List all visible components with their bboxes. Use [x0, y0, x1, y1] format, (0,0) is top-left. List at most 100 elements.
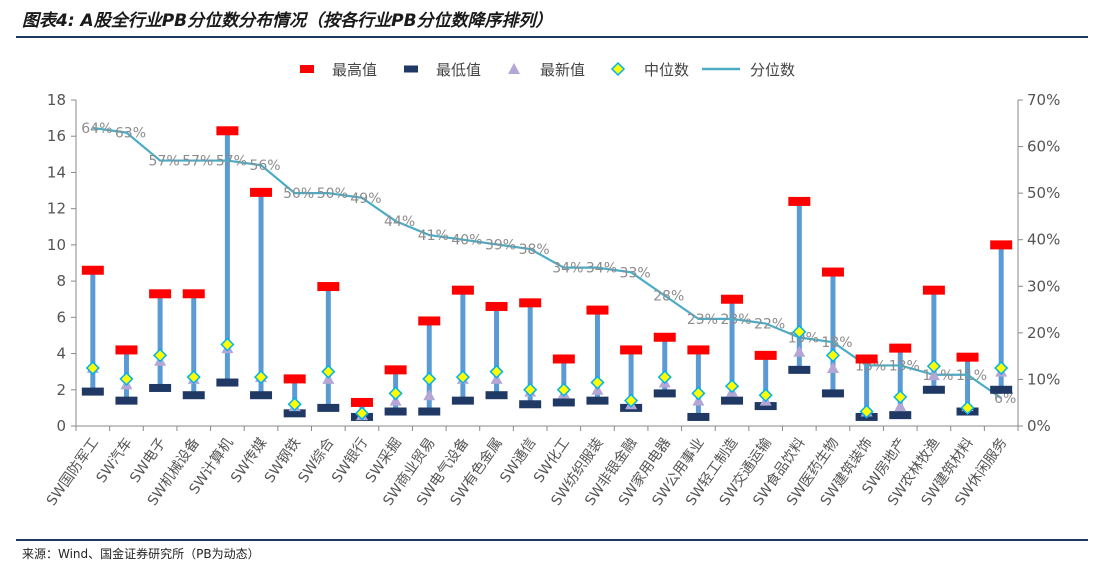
min-marker	[922, 385, 945, 394]
range-bar	[527, 302, 533, 405]
min-marker	[81, 387, 104, 396]
y-left-tick-label: 18	[47, 91, 66, 109]
min-marker	[317, 403, 340, 412]
max-marker	[889, 343, 912, 353]
max-marker	[687, 345, 710, 355]
min-marker	[149, 383, 172, 392]
range-bar	[897, 348, 903, 416]
latest-marker	[826, 362, 839, 374]
legend-min-label: 最低值	[436, 61, 481, 79]
percentile-label: 22%	[754, 317, 785, 333]
median-marker	[556, 382, 571, 397]
min-marker	[754, 402, 777, 411]
y-right-tick-label: 30%	[1027, 277, 1060, 295]
median-marker	[893, 389, 908, 405]
max-marker	[250, 187, 273, 197]
max-marker	[653, 332, 676, 342]
min-marker	[418, 407, 441, 416]
median-marker	[624, 393, 639, 408]
max-marker	[586, 305, 609, 315]
median-marker	[388, 386, 403, 401]
y-right-tick-label: 20%	[1027, 324, 1060, 342]
max-marker	[384, 365, 407, 375]
range-bar	[191, 293, 197, 396]
range-bar	[258, 192, 264, 396]
y-right-tick-label: 50%	[1027, 184, 1060, 202]
percentile-label: 64%	[81, 121, 112, 137]
percentile-label: 33%	[620, 265, 651, 281]
median-marker	[825, 348, 841, 363]
legend-min-swatch	[404, 65, 418, 73]
range-bar	[763, 355, 769, 407]
category-label: SW国防军工	[44, 435, 102, 509]
median-marker	[691, 386, 706, 401]
source-note: 来源：Wind、国金证券研究所（PB为动态）	[22, 547, 260, 561]
max-marker	[519, 298, 542, 308]
bottom-rule	[16, 539, 1088, 541]
pb-percentile-chart: 0 2 4 6 8 10 12 14 16 18 0% 10% 20% 30% 40% 50% 60% 70% 64…	[44, 61, 1061, 509]
max-marker	[182, 289, 205, 299]
percentile-label: 56%	[249, 158, 280, 174]
percentile-label: 57%	[149, 154, 180, 170]
y-left-tick-label: 0	[56, 417, 66, 435]
y-right-tick-label: 0%	[1027, 417, 1051, 435]
median-marker	[792, 324, 807, 339]
y-left-tick-label: 16	[47, 127, 66, 145]
min-marker	[687, 412, 710, 421]
max-marker	[485, 301, 508, 311]
legend-percentile-label: 分位数	[750, 61, 795, 79]
max-marker	[788, 196, 811, 206]
range-bar	[830, 272, 836, 394]
legend-max-label: 最高值	[332, 61, 377, 79]
max-marker	[552, 354, 575, 364]
range-bar	[931, 290, 937, 390]
min-marker	[519, 400, 542, 409]
range-bar	[965, 357, 971, 412]
percentile-label: 34%	[552, 261, 583, 277]
median-marker	[657, 370, 672, 385]
median-marker	[523, 382, 538, 397]
latest-marker	[927, 369, 940, 381]
range-bar	[594, 310, 600, 401]
max-marker	[620, 345, 643, 355]
min-marker	[485, 391, 508, 400]
legend-latest-swatch	[508, 63, 520, 74]
min-marker	[451, 396, 474, 405]
range-bar	[628, 349, 634, 408]
range-bar	[460, 290, 466, 401]
max-marker	[721, 294, 744, 304]
latest-marker	[793, 345, 806, 357]
y-left-tick-label: 12	[47, 200, 66, 218]
percentile-label: 50%	[283, 186, 314, 202]
max-marker	[283, 374, 306, 384]
median-marker	[321, 364, 336, 379]
max-marker	[418, 316, 441, 326]
median-marker	[220, 337, 235, 352]
percentile-label: 23%	[720, 312, 751, 328]
percentile-label: 41%	[418, 228, 449, 244]
percentile-label: 44%	[384, 214, 415, 230]
median-marker	[422, 371, 437, 386]
range-bar	[224, 130, 230, 383]
min-marker	[182, 391, 205, 400]
min-marker	[821, 389, 844, 398]
max-marker	[922, 285, 945, 295]
latest-marker	[423, 389, 436, 401]
legend-max-swatch	[300, 65, 314, 73]
min-marker	[115, 396, 138, 405]
percentile-label: 57%	[182, 154, 213, 170]
min-marker	[384, 407, 407, 416]
y-right-tick-label: 60%	[1027, 138, 1060, 156]
y-left-tick-label: 10	[47, 236, 66, 254]
min-marker	[250, 391, 273, 400]
title-bar: 图表4: A股全行业PB分位数分布情况（按各行业PB分位数降序排列）	[0, 0, 1094, 34]
y-left-tick-label: 4	[56, 345, 66, 363]
y-left-tick-label: 14	[47, 163, 66, 181]
percentile-label: 49%	[350, 191, 381, 207]
percentile-label: 50%	[317, 186, 348, 202]
range-bar	[292, 378, 298, 414]
range-bar	[729, 299, 735, 401]
chart-title: 图表4: A股全行业PB分位数分布情况（按各行业PB分位数降序排列）	[22, 11, 553, 31]
max-marker	[81, 265, 104, 275]
min-marker	[990, 385, 1013, 394]
